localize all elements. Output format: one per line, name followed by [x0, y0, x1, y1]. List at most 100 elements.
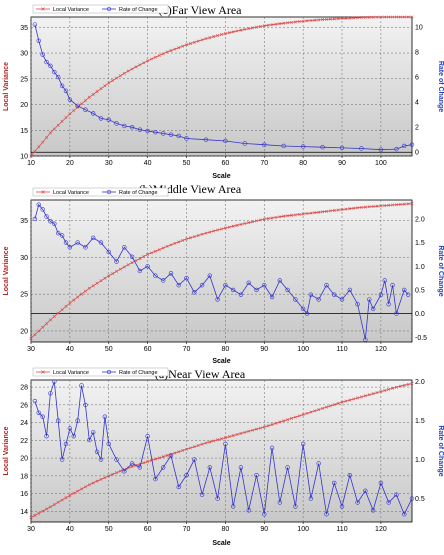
data-point [336, 401, 340, 405]
data-point [402, 15, 406, 19]
legend-marker [106, 6, 112, 12]
data-point [278, 420, 282, 424]
data-point [398, 15, 402, 19]
data-point [378, 292, 384, 297]
data-point [223, 226, 227, 230]
data-point [219, 32, 224, 37]
legend-marker [41, 370, 45, 374]
data-point [165, 244, 169, 248]
data-point [111, 79, 115, 83]
data-point [321, 18, 325, 22]
panel-title: (a)Near View Area [155, 367, 246, 381]
data-point [59, 233, 65, 238]
data-point [320, 145, 325, 150]
legend-label: Local Variance [53, 7, 89, 13]
y2-axis-label: Rate of Change [437, 61, 444, 112]
data-point [352, 206, 356, 210]
data-point [247, 221, 251, 225]
y-tick-label: 20 [20, 456, 28, 463]
data-point [44, 59, 49, 65]
data-point [114, 259, 119, 264]
data-point [111, 472, 115, 476]
y-axis-label: Local Variance [3, 62, 10, 111]
data-point [63, 88, 69, 94]
data-point [235, 223, 239, 227]
data-point [72, 298, 76, 302]
data-point [45, 135, 49, 139]
data-point [293, 415, 297, 419]
data-point [313, 18, 317, 22]
data-point [383, 388, 387, 392]
data-point [223, 441, 228, 447]
x-tick-label: 30 [27, 526, 35, 533]
data-point [308, 496, 314, 501]
data-point [258, 218, 262, 222]
data-point [216, 438, 220, 442]
data-point [270, 23, 274, 27]
data-point [339, 145, 345, 151]
data-point [114, 457, 119, 462]
data-point [387, 15, 391, 19]
plot-area [30, 379, 413, 523]
data-point [36, 202, 41, 207]
data-point [339, 504, 345, 509]
x-tick-label: 10 [27, 160, 35, 167]
data-point [223, 31, 227, 35]
data-point [150, 57, 154, 61]
data-point [37, 511, 41, 515]
data-point [409, 496, 415, 501]
data-point [107, 474, 111, 478]
data-point [184, 237, 189, 241]
x-tick-label: 40 [144, 160, 152, 167]
y-tick-label: 15 [20, 128, 28, 135]
data-point [332, 403, 336, 407]
data-point [378, 147, 384, 152]
panel-1: 30 40 50 60 70 80 90 100 110 120 20 25 30 35 -0.5 0.0 0.… [3, 182, 444, 365]
x-tick-label: 90 [260, 346, 268, 353]
x-tick-label: 100 [297, 526, 309, 533]
data-point [300, 441, 306, 447]
data-point [262, 142, 267, 147]
panel-2: 30 40 50 60 70 80 90 100 110 120 14 16 18 20 22 24 26 28 0… [3, 367, 444, 547]
data-point [262, 425, 266, 429]
data-point [87, 95, 91, 99]
data-point [122, 265, 126, 269]
data-point [216, 228, 220, 232]
x-tick-label: 80 [221, 346, 229, 353]
data-point [301, 19, 305, 23]
data-point [160, 465, 166, 470]
data-point [196, 443, 200, 448]
data-point [344, 399, 348, 403]
data-point [83, 107, 88, 112]
data-point [359, 395, 363, 399]
data-point [37, 329, 41, 333]
data-point [254, 427, 259, 431]
data-point [157, 53, 161, 58]
y-tick-label: 35 [20, 25, 28, 32]
data-point [40, 414, 45, 419]
data-point [153, 130, 158, 135]
data-point [107, 81, 111, 85]
x-tick-label: 70 [183, 346, 191, 353]
data-point [238, 292, 244, 297]
y-tick-label: 20 [20, 328, 28, 335]
data-point [188, 42, 192, 46]
data-point [153, 55, 157, 59]
data-point [282, 419, 286, 423]
data-point [215, 297, 220, 302]
data-point [277, 500, 283, 505]
data-point [129, 254, 135, 259]
y-tick-label: 18 [20, 473, 28, 480]
data-point [83, 289, 87, 293]
legend-box [32, 187, 169, 197]
data-point [243, 27, 247, 31]
x-tick-label: 120 [375, 346, 387, 353]
data-point [103, 276, 107, 280]
data-point [67, 426, 73, 431]
data-point [297, 414, 301, 418]
data-point [37, 145, 41, 149]
data-point [363, 15, 367, 19]
data-point [332, 208, 336, 212]
data-point [130, 261, 134, 265]
data-point [387, 203, 391, 207]
